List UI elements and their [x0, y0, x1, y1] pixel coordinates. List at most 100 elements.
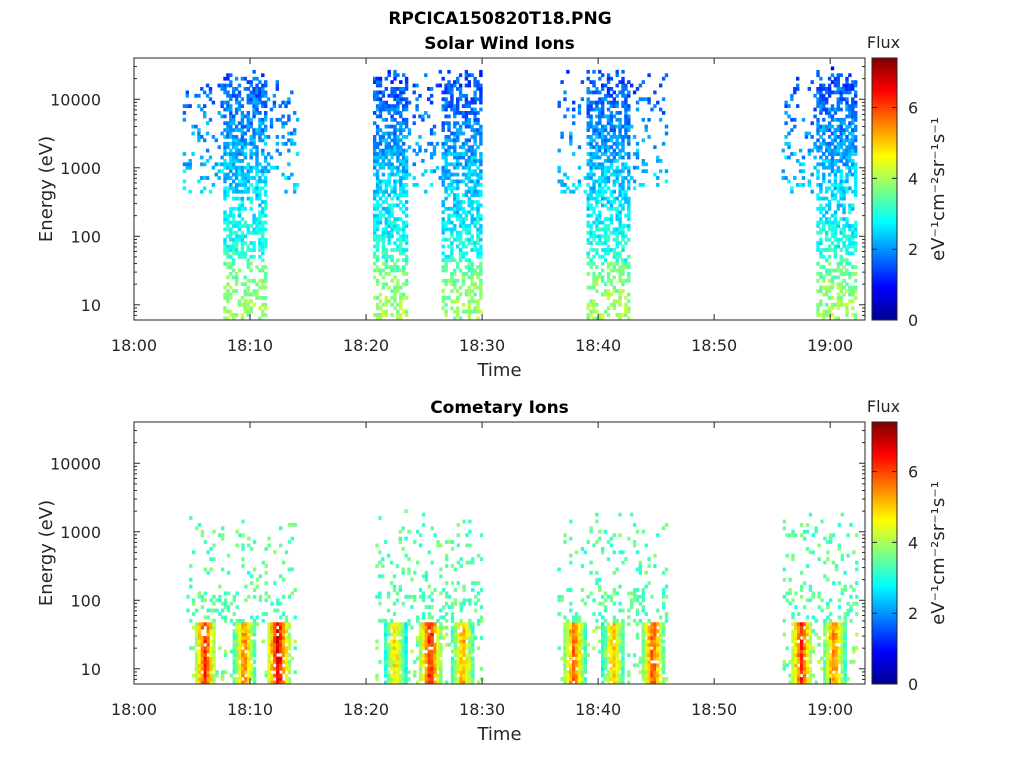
- heatmap-cell: [373, 93, 377, 98]
- heatmap-cell: [589, 302, 593, 307]
- heatmap-cell: [232, 258, 236, 263]
- heatmap-cell: [401, 526, 405, 531]
- heatmap-cell: [232, 196, 236, 201]
- heatmap-cell: [476, 622, 481, 627]
- heatmap-cell: [653, 677, 657, 681]
- heatmap-cell: [572, 677, 576, 681]
- heatmap-cell: [373, 159, 377, 163]
- heatmap-cell: [618, 660, 622, 664]
- heatmap-cell: [656, 159, 660, 163]
- heatmap-cell: [381, 117, 386, 122]
- heatmap-cell: [612, 306, 616, 311]
- heatmap-cell: [381, 557, 385, 561]
- heatmap-cell: [612, 673, 616, 678]
- heatmap-cell: [226, 275, 230, 280]
- heatmap-cell: [618, 292, 622, 297]
- heatmap-cell: [381, 152, 386, 156]
- heatmap-cell: [421, 663, 426, 668]
- heatmap-cell: [644, 653, 648, 657]
- heatmap-cell: [621, 138, 625, 143]
- heatmap-cell: [851, 100, 855, 105]
- heatmap-cell: [656, 642, 660, 647]
- heatmap-cell: [592, 90, 596, 95]
- heatmap-cell: [396, 138, 400, 143]
- heatmap-cell: [627, 152, 631, 156]
- heatmap-cell: [182, 117, 187, 122]
- heatmap-cell: [264, 612, 268, 616]
- heatmap-cell: [393, 261, 397, 266]
- heatmap-cell: [583, 622, 587, 627]
- heatmap-cell: [404, 121, 409, 126]
- heatmap-cell: [827, 159, 832, 163]
- heatmap-cell: [603, 618, 608, 623]
- heatmap-cell: [476, 234, 480, 239]
- y-tick-label: 10: [81, 296, 101, 315]
- heatmap-cell: [603, 83, 608, 88]
- heatmap-cell: [453, 309, 457, 314]
- heatmap-cell: [650, 656, 654, 661]
- heatmap-cell: [264, 237, 268, 242]
- heatmap-cell: [267, 632, 271, 637]
- heatmap-cell: [459, 642, 463, 647]
- colorbar-title: Flux: [867, 33, 900, 52]
- heatmap-cell: [641, 591, 645, 596]
- heatmap-cell: [441, 169, 445, 174]
- heatmap-cell: [612, 642, 616, 647]
- heatmap-cell: [816, 169, 820, 174]
- heatmap-cell: [192, 673, 196, 678]
- heatmap-cell: [396, 100, 400, 105]
- heatmap-cell: [580, 632, 585, 637]
- heatmap-cell: [450, 251, 454, 256]
- heatmap-cell: [373, 162, 377, 167]
- heatmap-cell: [476, 159, 480, 163]
- heatmap-cell: [650, 594, 654, 599]
- heatmap-cell: [845, 104, 849, 108]
- heatmap-cell: [473, 217, 477, 221]
- heatmap-cell: [589, 230, 593, 235]
- heatmap-cell: [456, 100, 460, 105]
- heatmap-cell: [656, 636, 660, 640]
- heatmap-cell: [188, 189, 192, 194]
- heatmap-cell: [572, 653, 576, 657]
- heatmap-cell: [598, 69, 602, 74]
- heatmap-cell: [798, 148, 803, 153]
- heatmap-cell: [389, 677, 394, 681]
- heatmap-cell: [612, 114, 616, 119]
- heatmap-cell: [638, 183, 643, 187]
- heatmap-cell: [270, 636, 274, 640]
- heatmap-cell: [398, 666, 402, 671]
- heatmap-cell: [572, 615, 576, 620]
- heatmap-cell: [255, 165, 259, 170]
- heatmap-cell: [595, 152, 599, 156]
- heatmap-cell: [234, 230, 239, 235]
- heatmap-cell: [450, 186, 454, 191]
- heatmap-cell: [589, 186, 593, 191]
- heatmap-cell: [252, 254, 256, 259]
- heatmap-cell: [839, 203, 843, 208]
- heatmap-cell: [848, 159, 852, 163]
- heatmap-cell: [612, 100, 616, 105]
- heatmap-cell: [234, 234, 239, 239]
- heatmap-cell: [845, 162, 849, 167]
- heatmap-cell: [447, 237, 451, 242]
- heatmap-cell: [243, 186, 247, 191]
- heatmap-cell: [392, 584, 397, 589]
- heatmap-cell: [854, 289, 858, 293]
- heatmap-cell: [200, 656, 205, 661]
- heatmap-cell: [615, 169, 619, 174]
- heatmap-cell: [261, 612, 265, 616]
- y-tick-label: 10000: [50, 90, 101, 109]
- heatmap-cell: [659, 660, 663, 664]
- heatmap-cell: [627, 272, 631, 276]
- heatmap-cell: [615, 653, 619, 657]
- heatmap-cell: [583, 646, 587, 651]
- heatmap-cell: [833, 135, 838, 139]
- heatmap-cell: [393, 224, 397, 228]
- heatmap-cell: [243, 165, 247, 170]
- heatmap-cell: [261, 128, 265, 132]
- heatmap-cell: [389, 656, 394, 661]
- heatmap-cell: [467, 316, 471, 321]
- heatmap-cell: [563, 183, 567, 187]
- heatmap-cell: [839, 230, 843, 235]
- heatmap-cell: [580, 636, 585, 640]
